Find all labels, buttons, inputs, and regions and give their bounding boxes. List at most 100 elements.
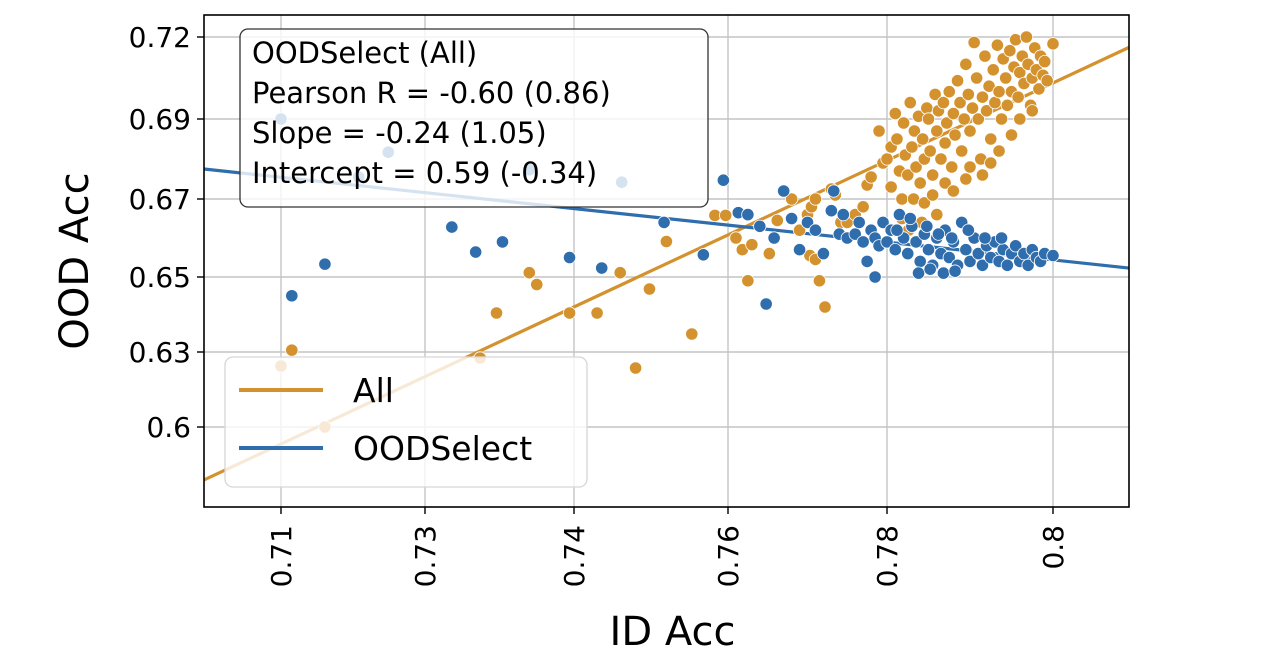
data-point [978,49,992,63]
data-point [938,176,952,190]
data-point [595,261,609,275]
data-point [1032,82,1046,96]
data-point [920,101,934,115]
series-all [274,30,1060,434]
data-point [1011,90,1025,104]
y-axis-label: OOD Acc [52,172,98,349]
stats-box: OODSelect (All) Pearson R = -0.60 (0.86)… [239,28,709,208]
plot-frame [203,14,1130,508]
data-point [926,188,940,202]
scatter-points [274,30,1060,434]
data-point [890,223,904,237]
axis-ticks: 0.71 0.73 0.74 0.76 0.78 0.8 0.72 0.69 0.67 0.65 0… [129,21,1070,587]
data-point [657,215,671,229]
data-point [445,220,459,234]
data-point [903,96,917,110]
data-point [1046,248,1060,263]
data-point [913,176,927,190]
data-point [562,306,577,320]
data-point [1021,258,1035,272]
data-point [767,231,781,245]
data-point [848,227,862,241]
data-point [926,168,940,182]
data-point [1009,239,1023,253]
data-point [489,306,504,320]
data-point [921,112,936,126]
data-point [495,235,510,249]
data-point [920,219,934,233]
data-point [978,231,992,245]
data-point [762,247,776,261]
y-tick-label: 0.6 [146,411,191,444]
data-point [948,264,962,278]
data-point [890,132,904,146]
data-point [948,128,962,142]
data-point [808,192,823,206]
data-point [909,235,923,249]
data-point [963,124,977,138]
data-point [984,132,998,146]
data-point [911,266,926,280]
data-point [896,116,911,130]
data-point [984,156,998,170]
legend-label-all: All [353,371,394,410]
stats-box-frame [239,28,709,208]
data-point [950,74,965,88]
data-point [827,184,841,198]
data-point [1046,37,1060,51]
data-point [1019,30,1034,44]
data-point [716,173,730,187]
data-point [986,63,1000,77]
data-point [923,144,937,158]
data-point [961,223,975,237]
data-point [876,215,890,229]
data-point [1025,104,1039,118]
data-point [994,231,1009,245]
data-point [916,132,930,146]
data-point [965,101,980,115]
data-point [770,213,784,228]
data-point [818,300,832,314]
series-oodselect [274,112,1060,311]
data-point [1000,258,1014,272]
data-point [931,227,946,241]
data-point [285,343,299,357]
data-point [824,204,838,218]
data-point [642,282,657,296]
data-point [880,152,894,166]
data-point [959,57,973,71]
data-point [792,223,807,237]
data-point [812,274,827,288]
data-point [942,250,956,265]
stats-title: OODSelect (All) [252,36,477,70]
data-point [1009,33,1023,47]
data-point [909,160,923,174]
data-point [1013,112,1027,126]
data-point [982,79,996,93]
data-point [917,196,931,210]
data-point [872,124,886,138]
data-point [921,243,936,257]
data-point [975,168,990,182]
data-point [907,124,921,138]
data-point [934,152,948,166]
data-point [613,266,627,280]
data-point [628,361,643,375]
data-point [946,184,961,198]
legend: All OODSelect [224,356,588,488]
x-tick-label: 0.8 [1037,525,1070,570]
data-point [979,104,994,118]
data-point [753,219,767,233]
data-point [1003,44,1017,58]
data-point [530,277,544,292]
data-point [930,208,944,222]
data-point [975,258,990,272]
data-point [994,112,1009,126]
data-point [961,87,975,102]
stats-slope: Slope = -0.24 (1.05) [252,116,547,150]
data-point [905,140,919,154]
data-point [318,257,332,271]
data-point [852,215,866,229]
data-point [685,327,699,341]
